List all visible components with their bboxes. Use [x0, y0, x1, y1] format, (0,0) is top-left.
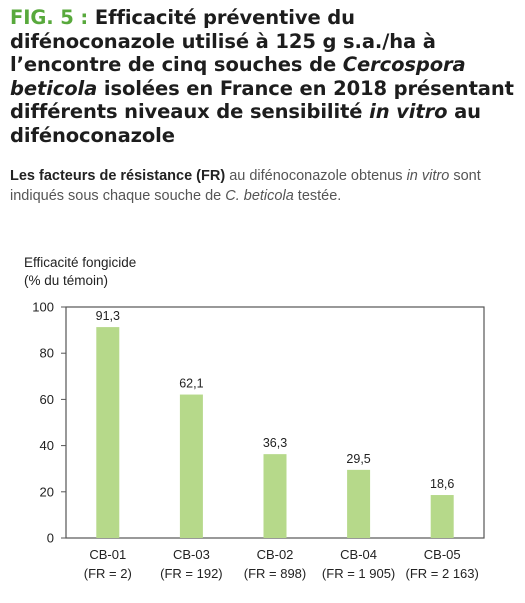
category-label: CB-01 [89, 547, 126, 562]
subtitle-text-2: sont indiqués sous chaque souche de [10, 168, 481, 204]
figure-number: FIG. 5 : [10, 6, 89, 29]
data-label: 62,1 [179, 377, 203, 391]
category-sublabel: (FR = 2 163) [406, 566, 479, 581]
category-sublabel: (FR = 2) [84, 566, 132, 581]
y-tick-label: 80 [40, 346, 54, 361]
y-axis-label-line-2: (% du témoin) [24, 273, 109, 288]
y-tick-label: 0 [47, 531, 54, 546]
subtitle-text-3: testée. [293, 188, 342, 204]
data-label: 18,6 [430, 477, 454, 491]
title-in-vitro: in vitro [369, 100, 448, 123]
y-tick-label: 20 [40, 484, 54, 499]
bar [263, 454, 287, 538]
y-tick-label: 100 [32, 300, 54, 315]
data-label: 29,5 [346, 452, 370, 466]
figure-subtitle: Les facteurs de résistance (FR) au difén… [10, 166, 515, 206]
category-sublabel: (FR = 192) [160, 566, 223, 581]
bar [347, 469, 371, 538]
title-text-1: Efficacité préventive du difénoconazole … [10, 6, 436, 76]
subtitle-text-1: au difénoconazole obtenus [225, 168, 407, 184]
category-label: CB-04 [340, 547, 377, 562]
category-sublabel: (FR = 898) [244, 566, 307, 581]
data-label: 36,3 [263, 436, 287, 450]
bar [179, 394, 203, 538]
subtitle-in-vitro: in vitro [406, 168, 450, 184]
bar [96, 327, 120, 538]
y-axis-label-line-1: Efficacité fongicide [24, 255, 137, 270]
title-text-2: isolées en France en 2018 présentant dif… [10, 76, 514, 124]
y-tick-label: 60 [40, 392, 54, 407]
subtitle-species: C. beticola [225, 188, 294, 204]
y-axis-label: Efficacité fongicide (% du témoin) [24, 254, 136, 290]
category-label: CB-05 [424, 547, 461, 562]
y-tick-label: 40 [40, 438, 54, 453]
title-species: Cercospora beticola [10, 53, 466, 100]
data-label: 91,3 [96, 309, 120, 323]
category-label: CB-02 [257, 547, 294, 562]
bar [430, 495, 454, 538]
subtitle-bold: Les facteurs de résistance (FR) [10, 168, 226, 184]
title-text-3: au difénoconazole [10, 100, 481, 147]
category-label: CB-03 [173, 547, 210, 562]
figure-title: FIG. 5 : Efficacité préventive du diféno… [10, 6, 515, 147]
category-sublabel: (FR = 1 905) [322, 566, 395, 581]
